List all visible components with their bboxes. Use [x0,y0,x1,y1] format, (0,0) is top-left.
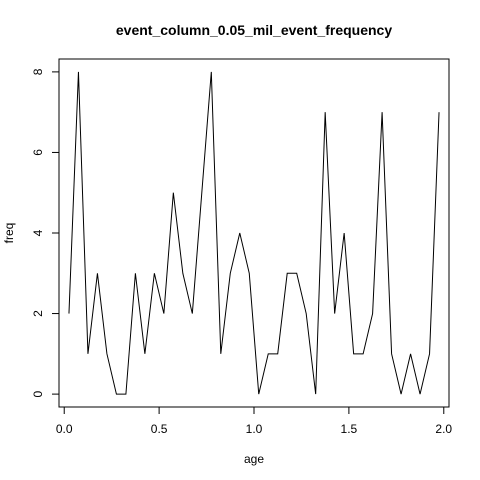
x-tick-label: 0.0 [56,422,73,436]
series-line [68,71,440,395]
series-layer [68,71,440,395]
x-axis: 0.0 0.5 1.0 1.5 2.0 [56,406,452,436]
x-axis-label: age [244,452,264,466]
chart-title: event_column_0.05_mil_event_frequency [116,22,392,38]
x-tick-label: 1.0 [246,422,263,436]
x-tick-label: 2.0 [435,422,452,436]
y-tick-label: 0 [31,390,45,397]
y-tick-label: 4 [31,229,45,236]
x-tick-label: 1.5 [341,422,358,436]
y-axis-label: freq [2,223,16,244]
y-axis: 0 2 4 6 8 [31,68,60,397]
y-tick-label: 6 [31,149,45,156]
y-tick-label: 2 [31,310,45,317]
y-tick-label: 8 [31,68,45,75]
x-tick-label: 0.5 [151,422,168,436]
plot-frame [58,58,450,408]
